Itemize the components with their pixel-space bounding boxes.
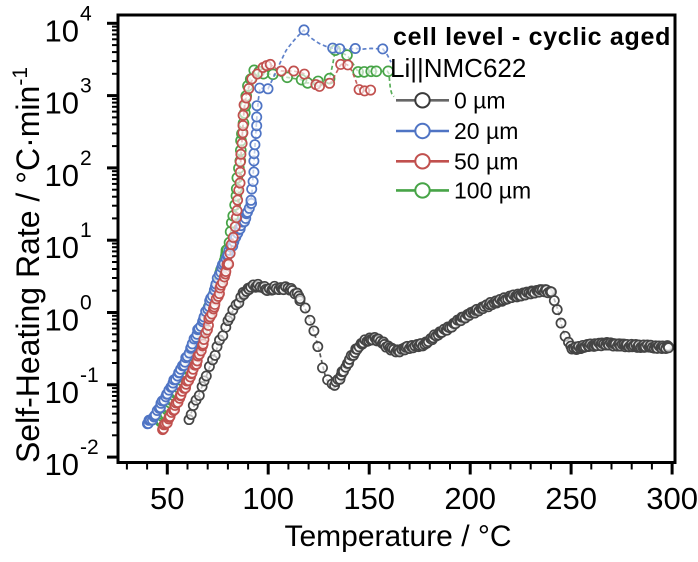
svg-text:10: 10 <box>45 86 79 121</box>
svg-text:0: 0 <box>80 292 92 315</box>
svg-text:10: 10 <box>45 303 79 338</box>
svg-text:200: 200 <box>444 481 496 516</box>
svg-text:Self-Heating Rate / °C·min-1: Self-Heating Rate / °C·min-1 <box>9 67 46 463</box>
svg-text:10: 10 <box>45 230 79 265</box>
svg-text:20 µm: 20 µm <box>454 118 518 144</box>
svg-text:-1: -1 <box>80 364 99 387</box>
svg-text:4: 4 <box>80 2 92 25</box>
svg-text:250: 250 <box>545 481 597 516</box>
svg-text:300: 300 <box>646 481 698 516</box>
svg-text:1: 1 <box>80 219 92 242</box>
svg-text:0 µm: 0 µm <box>454 87 506 113</box>
svg-text:100: 100 <box>242 481 294 516</box>
svg-text:cell level - cyclic aged: cell level - cyclic aged <box>393 23 671 51</box>
svg-text:-2: -2 <box>80 436 99 459</box>
svg-text:100 µm: 100 µm <box>454 177 531 203</box>
svg-text:Temperature / °C: Temperature / °C <box>284 520 511 553</box>
svg-text:150: 150 <box>343 481 395 516</box>
svg-text:10: 10 <box>45 158 79 193</box>
svg-text:10: 10 <box>45 375 79 410</box>
svg-text:10: 10 <box>45 13 79 48</box>
svg-text:Li||NMC622: Li||NMC622 <box>390 53 526 83</box>
svg-text:10: 10 <box>45 447 79 482</box>
svg-text:50 µm: 50 µm <box>454 148 518 174</box>
svg-text:2: 2 <box>80 147 92 170</box>
svg-text:3: 3 <box>80 75 92 98</box>
svg-text:50: 50 <box>150 481 184 516</box>
